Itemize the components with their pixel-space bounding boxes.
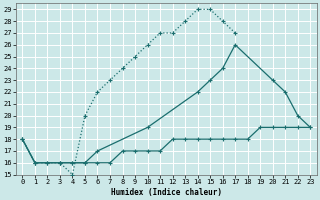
X-axis label: Humidex (Indice chaleur): Humidex (Indice chaleur) bbox=[111, 188, 222, 197]
